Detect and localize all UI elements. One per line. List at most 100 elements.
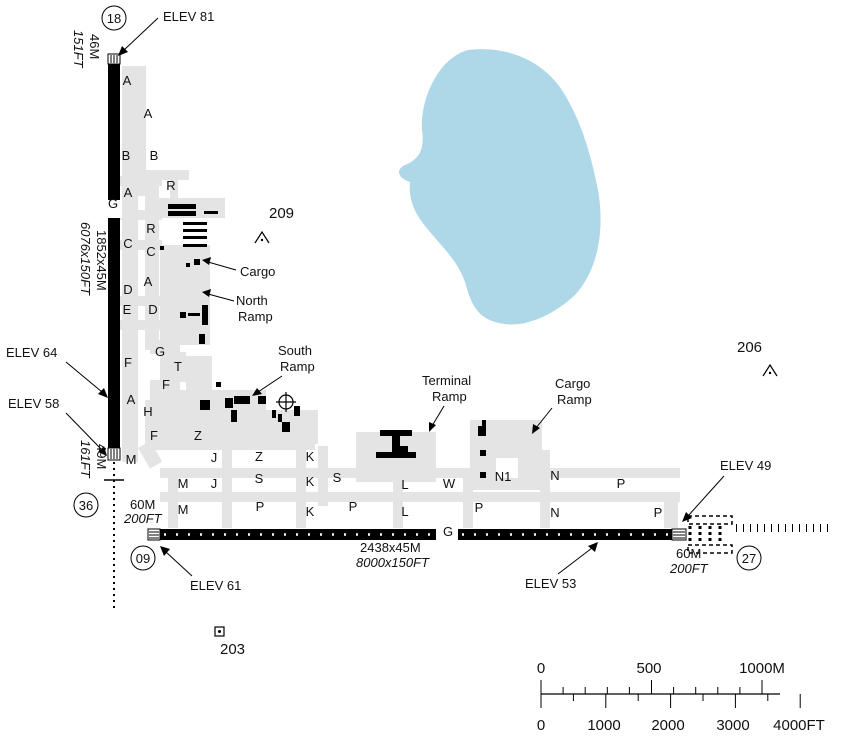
taxiway-label: N	[550, 505, 559, 520]
taxiway-label: P	[617, 476, 626, 491]
rwy-27-label: 27	[742, 551, 756, 566]
taxiway-label: K	[306, 474, 315, 489]
taxiway-label: L	[401, 504, 408, 519]
rwy-36-disp-ft: 161FT	[78, 440, 93, 479]
taxiway-label: K	[306, 449, 315, 464]
rwy-27-disp-m: 60M	[676, 546, 701, 561]
north-ramp-label-1: North	[236, 293, 268, 308]
taxiway-label: N	[550, 468, 559, 483]
rwy-18-disp-ft: 151FT	[71, 30, 86, 69]
taxiway-label: A	[124, 185, 133, 200]
rwy-36-label: 36	[79, 498, 93, 513]
scale-ft-3000: 3000	[716, 717, 749, 734]
taxiway-label: A	[144, 274, 153, 289]
scale-ft-0: 0	[537, 717, 545, 734]
scale-bar: 0 500 1000M 0 1000 2000 3000 4000FT	[537, 660, 825, 734]
rwy-09-label: 09	[136, 551, 150, 566]
rwy-09-disp-m: 60M	[130, 497, 155, 512]
taxiway-label: F	[162, 377, 170, 392]
scale-ft-1000: 1000	[587, 717, 620, 734]
taxiway-label: R	[146, 221, 155, 236]
airport-reference-point-icon	[276, 392, 296, 412]
taxiway-label: F	[124, 355, 132, 370]
taxiway-label: D	[148, 302, 157, 317]
rwy-09-27-imperial: 8000x150FT	[356, 555, 430, 570]
runway-18-36	[104, 53, 124, 608]
south-ramp-label-2: Ramp	[280, 359, 315, 374]
taxiway-label: B	[122, 148, 131, 163]
taxiway-label: A	[127, 392, 136, 407]
elev-64-label: ELEV 64	[6, 345, 57, 360]
obstacle-206-icon	[762, 363, 778, 377]
runway-09-27	[147, 515, 830, 554]
scale-ft-4000: 4000FT	[773, 717, 825, 734]
lake	[398, 49, 601, 325]
taxiway-label: H	[143, 404, 152, 419]
rwy-36-disp-m: 49M	[94, 444, 109, 469]
taxiway-label: N1	[495, 469, 512, 484]
taxiway-label: L	[401, 477, 408, 492]
taxiway-label: A	[123, 73, 132, 88]
elev-49-label: ELEV 49	[720, 458, 771, 473]
taxiway-label: W	[443, 476, 456, 491]
rwy-18-disp-m: 46M	[87, 34, 102, 59]
taxiway-label: C	[146, 244, 155, 259]
runway-number-markers: 18 36 09 27	[73, 5, 762, 571]
taxiway-label: P	[349, 499, 358, 514]
taxiway-label: P	[256, 499, 265, 514]
cargo-north-label: Cargo	[240, 264, 275, 279]
rwy-09-27-metric: 2438x45M	[360, 540, 421, 555]
rwy-18-label: 18	[107, 11, 121, 26]
taxiway-label: E	[123, 302, 132, 317]
taxiway-label: G	[155, 344, 165, 359]
cargo-ramp-label-1: Cargo	[555, 376, 590, 391]
rwy-18-36-metric: 1852x45M	[94, 230, 109, 291]
south-ramp-label-1: South	[278, 343, 312, 358]
taxiway-label: T	[174, 359, 182, 374]
taxiway-label: G	[108, 196, 118, 211]
elev-58-label: ELEV 58	[8, 396, 59, 411]
taxiway-label: C	[123, 236, 132, 251]
spot-elevation-203-icon	[214, 626, 225, 637]
taxiway-label: Z	[194, 428, 202, 443]
taxiway-label: M	[178, 476, 189, 491]
taxiway-label: S	[255, 471, 264, 486]
obstacle-209-icon	[254, 230, 270, 244]
cargo-ramp-label-2: Ramp	[557, 392, 592, 407]
buildings	[160, 204, 486, 478]
elev-53-label: ELEV 53	[525, 576, 576, 591]
taxiway-label: S	[333, 470, 342, 485]
elevation-206-label: 206	[737, 339, 762, 356]
taxiway-label: J	[211, 450, 218, 465]
taxiway-label: K	[306, 504, 315, 519]
elev-61-label: ELEV 61	[190, 578, 241, 593]
north-ramp	[160, 245, 210, 345]
taxiway-label: G	[443, 524, 453, 539]
taxiway-label: P	[475, 500, 484, 515]
scale-metric-1000: 1000M	[739, 660, 785, 677]
taxiway-label: B	[150, 148, 159, 163]
scale-metric-0: 0	[537, 660, 545, 677]
elev-81-label: ELEV 81	[163, 9, 214, 24]
taxiway-b	[138, 66, 146, 196]
taxiway-label: M	[178, 502, 189, 517]
rwy-27-disp-ft: 200FT	[669, 561, 709, 576]
taxiway-network	[112, 66, 680, 528]
rwy-09-disp-ft: 200FT	[123, 511, 163, 526]
taxiway-label: Z	[255, 449, 263, 464]
taxiway-label: J	[211, 476, 218, 491]
scale-metric-500: 500	[636, 660, 661, 677]
terminal-ramp-label-1: Terminal	[422, 373, 471, 388]
taxiway-label: P	[654, 505, 663, 520]
taxiway-label: R	[166, 178, 175, 193]
taxiway-a	[122, 66, 138, 456]
elevation-203-label: 203	[220, 641, 245, 658]
rwy-18-36-imperial: 6076x150FT	[78, 222, 93, 296]
taxiway-label: M	[126, 452, 137, 467]
north-ramp-label-2: Ramp	[238, 309, 273, 324]
taxiway-p	[160, 492, 680, 502]
taxiway-label: A	[144, 106, 153, 121]
scale-ft-2000: 2000	[651, 717, 684, 734]
elevation-209-label: 209	[269, 205, 294, 222]
